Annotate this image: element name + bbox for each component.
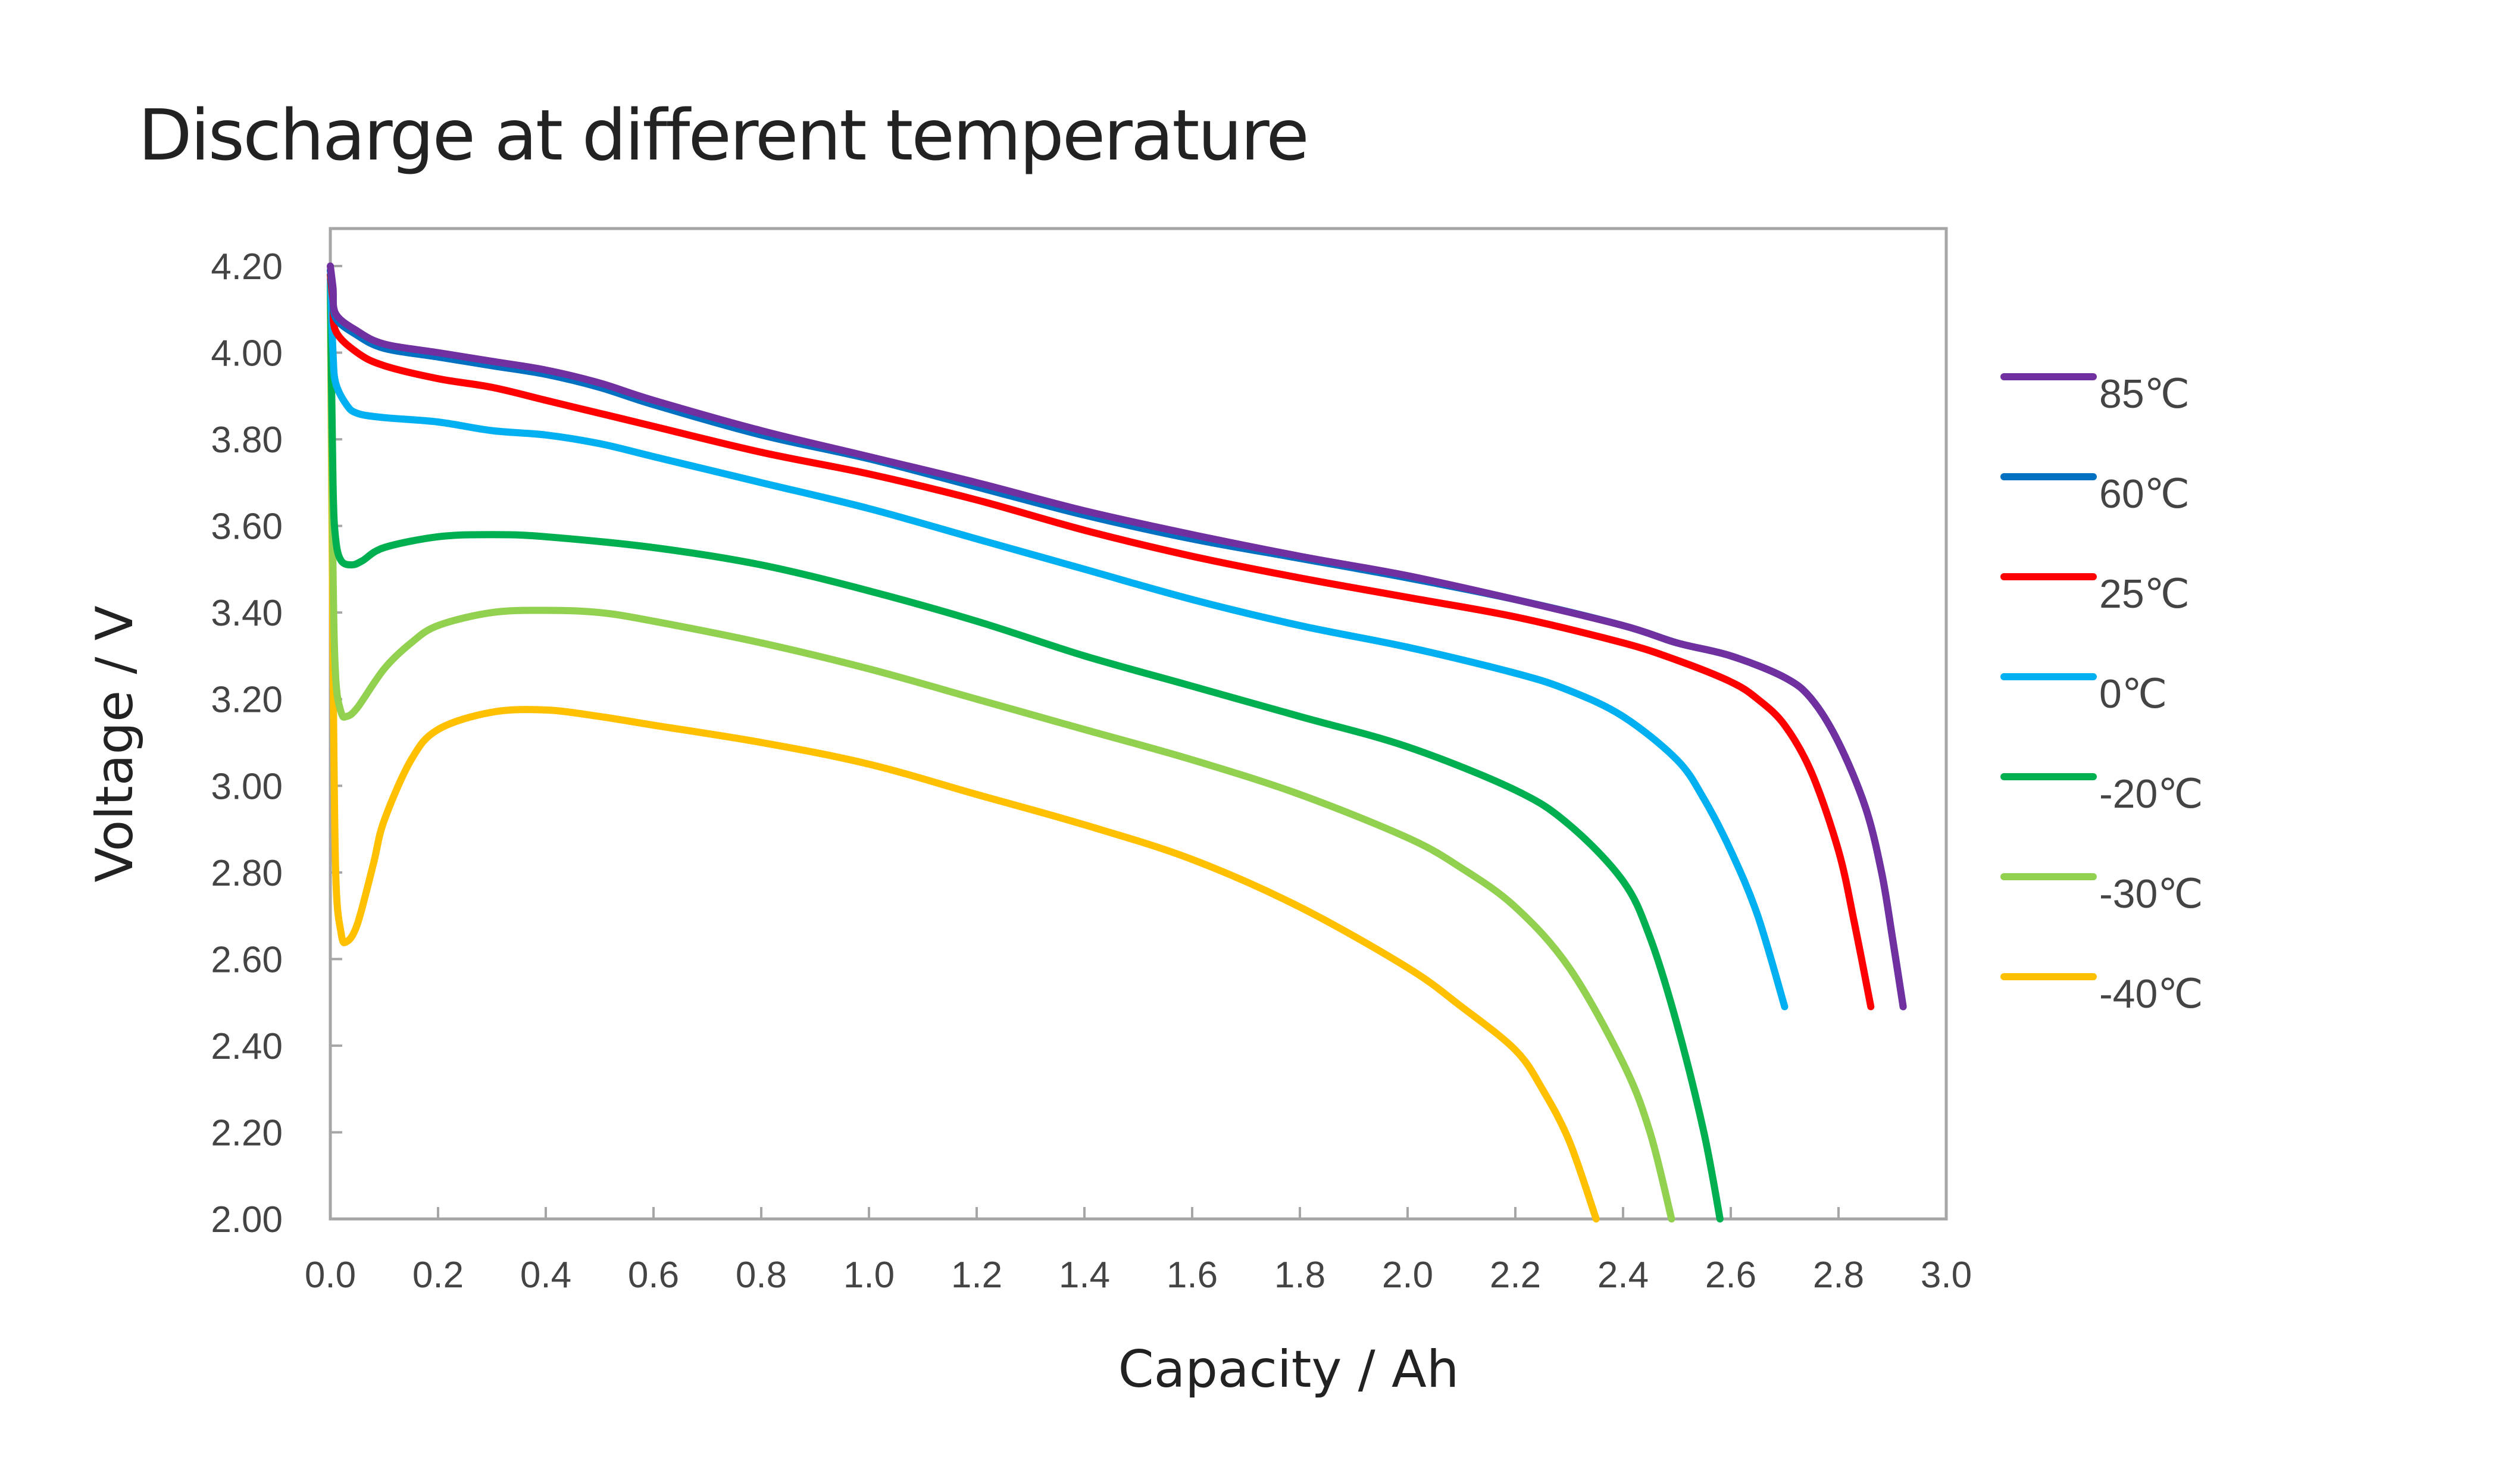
series-line-minus40c	[327, 284, 1600, 1223]
x-tick-label: 1.8	[1274, 1255, 1325, 1296]
series-layer	[327, 262, 1907, 1223]
series-line-minus30c	[327, 284, 1675, 1223]
y-tick-label: 2.40	[211, 1026, 283, 1067]
x-tick-label: 1.2	[951, 1255, 1002, 1296]
x-tick-label: 0.0	[305, 1255, 356, 1296]
chart-title: Discharge at different temperature	[138, 94, 1308, 176]
x-tick-label: 0.8	[736, 1255, 787, 1296]
legend-item: -20℃	[2000, 771, 2203, 817]
legend-item: 0℃	[2000, 671, 2167, 717]
y-tick-label: 2.60	[211, 939, 283, 980]
y-axis: 2.00 2.20 2.40 2.60 2.80 3.00 3.20 3.40 3.60 3.80…	[211, 246, 342, 1240]
legend-item: 25℃	[2000, 571, 2190, 617]
x-tick-label: 1.0	[843, 1255, 895, 1296]
y-tick-label: 3.80	[211, 420, 283, 461]
x-tick-label: 0.4	[520, 1255, 571, 1296]
legend-label: 0℃	[2099, 671, 2167, 717]
legend-label: 85℃	[2099, 371, 2190, 417]
legend: 85℃ 60℃ 25℃ 0℃ -20℃ -30℃ -40℃	[2000, 371, 2203, 1017]
y-tick-label: 2.80	[211, 853, 283, 894]
legend-label: -40℃	[2099, 971, 2203, 1017]
series-line-0c	[327, 275, 1789, 1011]
legend-item: -40℃	[2000, 971, 2203, 1017]
y-tick-label: 3.60	[211, 506, 283, 548]
legend-label: -30℃	[2099, 871, 2203, 917]
y-tick-label: 4.00	[211, 333, 283, 374]
series-line-85c	[327, 262, 1907, 1011]
x-tick-label: 0.6	[628, 1255, 679, 1296]
x-tick-label: 3.0	[1921, 1255, 1972, 1296]
x-tick-label: 2.8	[1813, 1255, 1864, 1296]
x-tick-label: 2.2	[1490, 1255, 1541, 1296]
legend-item: 60℃	[2000, 471, 2190, 517]
y-tick-label: 3.20	[211, 680, 283, 721]
x-tick-label: 2.0	[1382, 1255, 1433, 1296]
x-tick-label: 1.6	[1167, 1255, 1218, 1296]
x-axis: 0.0 0.2 0.4 0.6 0.8 1.0 1.2 1.4 1.6 1.8 2.0 2.2 2.4 2…	[305, 1207, 1972, 1296]
legend-item: -30℃	[2000, 871, 2203, 917]
legend-label: -20℃	[2099, 771, 2203, 817]
legend-item: 85℃	[2000, 371, 2190, 417]
y-tick-label: 2.20	[211, 1112, 283, 1153]
x-tick-label: 2.6	[1705, 1255, 1756, 1296]
x-axis-title: Capacity / Ah	[1118, 1340, 1459, 1399]
y-tick-label: 3.00	[211, 766, 283, 807]
x-tick-label: 2.4	[1597, 1255, 1649, 1296]
series-line-25c	[327, 271, 1875, 1011]
y-axis-title: Voltage / V	[85, 605, 145, 882]
y-tick-label: 2.00	[211, 1199, 283, 1240]
x-tick-label: 0.2	[412, 1255, 464, 1296]
y-tick-label: 3.40	[211, 593, 283, 634]
y-tick-label: 4.20	[211, 246, 283, 287]
series-line-minus20c	[327, 280, 1724, 1223]
x-tick-label: 1.4	[1059, 1255, 1110, 1296]
legend-label: 25℃	[2099, 571, 2190, 617]
legend-label: 60℃	[2099, 471, 2190, 517]
